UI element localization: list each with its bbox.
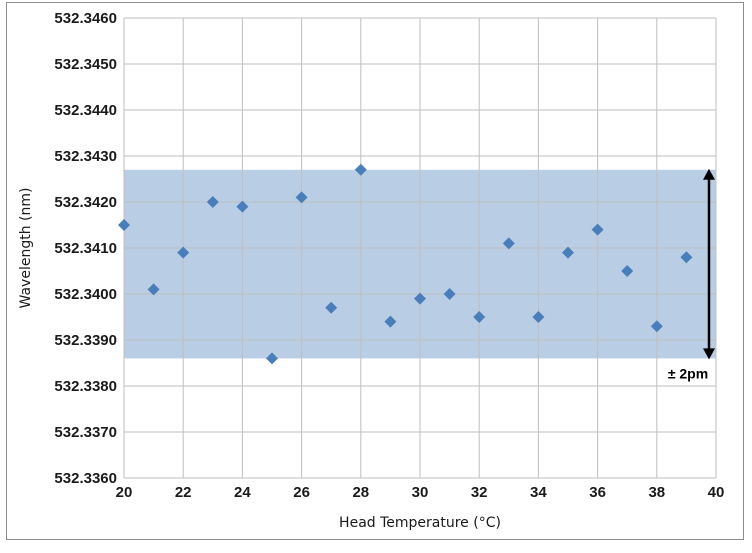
y-tick-label: 532.3450: [54, 56, 117, 73]
data-point: [502, 237, 515, 250]
arrow-head-top: [703, 168, 715, 180]
data-point: [325, 301, 338, 314]
x-tick-label: 26: [293, 484, 310, 501]
data-point: [266, 352, 278, 365]
data-points: [118, 163, 693, 365]
x-tick-label: 40: [708, 484, 725, 501]
annotation-layer: ± 2pm: [668, 168, 715, 381]
x-tick-label: 32: [471, 484, 488, 501]
data-point: [354, 163, 367, 176]
data-point: [295, 191, 308, 204]
y-tick-labels: 532.3360 532.3370 532.3380 532.3390 532.3400…: [54, 10, 117, 487]
x-tick-label: 22: [175, 484, 192, 501]
y-tick-label: 532.3460: [54, 10, 117, 27]
data-point: [621, 265, 634, 277]
x-tick-label: 34: [530, 484, 547, 501]
data-point: [384, 315, 397, 328]
x-tick-label: 38: [648, 484, 665, 501]
data-point: [591, 223, 604, 236]
x-axis-title: Head Temperature (°C): [339, 515, 501, 531]
x-tick-label: 20: [116, 484, 133, 501]
x-tick-label: 36: [589, 484, 606, 501]
grid-layer: [123, 17, 717, 479]
data-point: [147, 283, 160, 296]
data-point: [532, 311, 545, 323]
data-point: [236, 200, 249, 213]
arrow-head-bottom: [703, 348, 715, 360]
range-annotation: ± 2pm: [668, 365, 708, 381]
x-tick-label: 24: [234, 484, 251, 501]
x-tick-label: 30: [412, 484, 429, 501]
y-tick-label: 532.3420: [54, 194, 117, 211]
x-tick-label: 28: [352, 484, 369, 501]
y-axis-title: Wavelength (nm): [18, 188, 34, 309]
data-point: [177, 246, 190, 259]
data-point: [443, 288, 456, 300]
y-tick-label: 532.3370: [54, 424, 117, 441]
y-tick-label: 532.3410: [54, 240, 117, 257]
data-point: [118, 219, 130, 231]
data-point: [562, 246, 574, 259]
data-point: [473, 311, 486, 323]
data-point: [206, 196, 219, 208]
data-point: [680, 251, 693, 264]
y-tick-label: 532.3440: [54, 102, 117, 119]
y-tick-label: 532.3430: [54, 148, 117, 165]
data-point: [650, 320, 663, 333]
data-point: [414, 292, 426, 305]
y-tick-label: 532.3360: [54, 470, 117, 487]
y-tick-label: 532.3390: [54, 332, 117, 349]
y-tick-label: 532.3400: [54, 286, 117, 303]
y-tick-label: 532.3380: [54, 378, 117, 395]
x-tick-labels: 20 22 24 26 28 30 32 34 36 38 40: [116, 484, 725, 501]
